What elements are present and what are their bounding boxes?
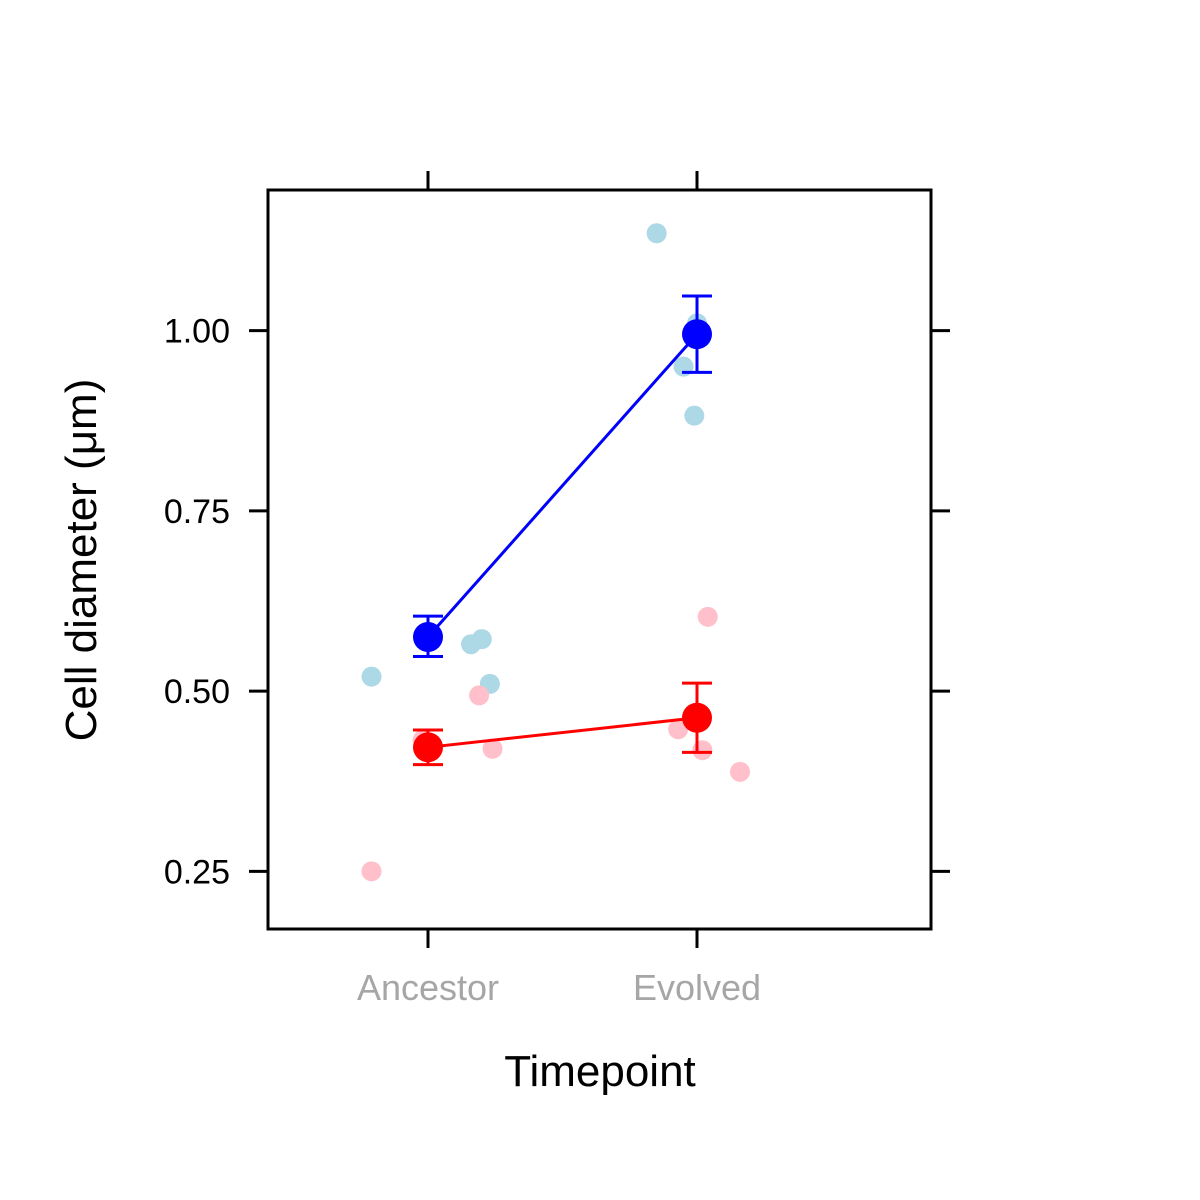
raw-point <box>684 405 705 426</box>
raw-point <box>692 740 713 761</box>
mean-lines-layer <box>426 333 699 749</box>
raw-point <box>361 861 382 882</box>
axis-ticks-layer <box>249 171 950 948</box>
raw-point <box>469 685 490 706</box>
x-axis-title: Timepoint <box>504 1047 696 1096</box>
mean-marker <box>682 319 712 350</box>
raw-point <box>361 666 382 687</box>
y-tick-label: 1.00 <box>164 313 230 351</box>
x-tick-labels: Ancestor Evolved <box>357 967 761 1008</box>
raw-point <box>730 761 751 782</box>
raw-point <box>668 719 689 740</box>
raw-point <box>471 629 492 650</box>
mean-line <box>427 716 698 749</box>
raw-point <box>646 223 667 244</box>
mean-marker <box>413 622 443 653</box>
raw-points-layer <box>361 223 751 882</box>
y-axis-title: Cell diameter (μm) <box>57 379 106 742</box>
mean-line <box>426 333 699 639</box>
y-tick-label: 0.75 <box>164 493 230 531</box>
plot-frame <box>266 188 933 931</box>
mean-marker <box>682 702 712 733</box>
y-tick-labels: 0.25 0.50 0.75 1.00 <box>164 313 230 892</box>
y-tick-label: 0.50 <box>164 673 230 711</box>
mean-markers-layer <box>413 319 712 763</box>
raw-point <box>482 738 503 759</box>
mean-marker <box>413 732 443 763</box>
x-tick-label: Evolved <box>633 967 761 1008</box>
x-tick-label: Ancestor <box>357 967 499 1008</box>
raw-point <box>697 606 718 627</box>
y-tick-label: 0.25 <box>164 853 230 891</box>
